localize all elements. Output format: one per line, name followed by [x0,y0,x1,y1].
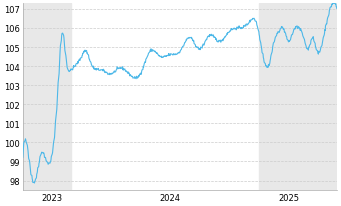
Bar [259,4,337,190]
Bar [23,4,71,190]
